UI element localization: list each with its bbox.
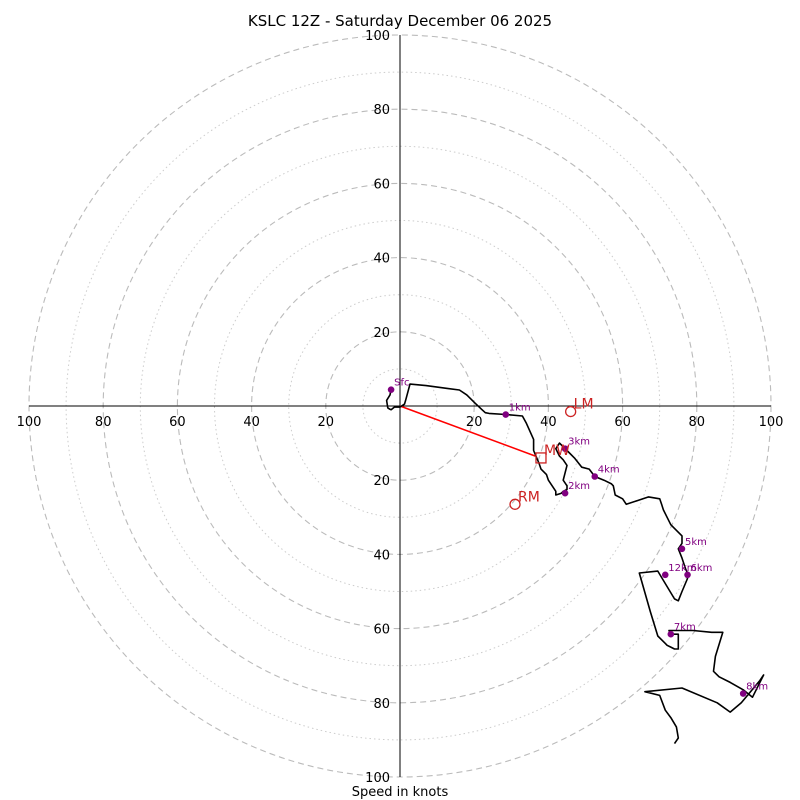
y-tick-label: 20 (373, 326, 390, 341)
motion-label-mw: MW (544, 443, 570, 459)
x-tick-label: 100 (759, 415, 784, 430)
height-point-sfc (387, 386, 395, 393)
storm-motion-markers: LM MW RM (509, 397, 594, 510)
x-tick-label: 20 (466, 415, 483, 430)
motion-label-lm: LM (574, 397, 594, 413)
chart-title: KSLC 12Z - Saturday December 06 2025 (248, 12, 552, 30)
shear-vector-layer (399, 405, 536, 457)
height-label-3km: 3km (568, 437, 590, 448)
y-tick-label: 60 (373, 623, 390, 638)
y-tick-label: 40 (373, 252, 390, 267)
height-point-8km (739, 690, 747, 697)
height-point-7km (667, 630, 675, 638)
motion-marker-lm (565, 405, 577, 418)
y-tick-label: 80 (373, 103, 390, 118)
height-point-1km (502, 411, 510, 418)
motion-label-rm: RM (518, 489, 540, 505)
y-tick-label: 60 (373, 177, 390, 192)
x-tick-label: 80 (689, 415, 706, 430)
height-label-5km: 5km (685, 537, 707, 548)
x-tick-label: 80 (95, 415, 112, 430)
hodograph-trace (385, 383, 765, 745)
hodograph-trace-layer (385, 383, 765, 745)
motion-marker-mw (535, 452, 547, 464)
shear-vector-line (399, 405, 536, 457)
y-tick-label: 80 (373, 697, 390, 712)
height-point-5km (678, 545, 686, 553)
x-tick-label: 100 (17, 415, 42, 430)
height-label-sfc: Sfc (394, 378, 409, 389)
height-label-1km: 1km (509, 403, 531, 414)
height-label-7km: 7km (674, 622, 696, 633)
motion-marker-rm (509, 498, 521, 510)
height-point-12km (661, 571, 669, 579)
x-tick-label: 60 (614, 415, 631, 430)
height-point-6km (684, 571, 691, 579)
height-label-2km: 2km (568, 481, 590, 492)
x-tick-label: 40 (540, 415, 557, 430)
height-label-12km: 12km (668, 563, 696, 574)
x-tick-label: 20 (318, 415, 335, 430)
tick-labels: 100 80 60 40 20 20 40 60 80 100 100 80 60 40 20 20 40 60 8… (17, 29, 784, 786)
x-axis-label: Speed in knots (352, 785, 449, 800)
height-point-4km (591, 473, 599, 480)
y-tick-label: 100 (365, 771, 390, 786)
y-tick-label: 40 (373, 548, 390, 563)
x-tick-label: 60 (169, 415, 186, 430)
height-label-8km: 8km (746, 682, 768, 693)
height-markers: Sfc 1km 2km 3km 4km 5km 6km 7km 8km 12km (387, 378, 768, 697)
height-point-2km (561, 489, 569, 497)
y-tick-label: 100 (365, 29, 390, 44)
y-tick-label: 20 (373, 474, 390, 489)
height-point-3km (561, 445, 569, 452)
x-tick-label: 40 (243, 415, 260, 430)
height-label-6km: 6km (691, 563, 713, 574)
height-label-4km: 4km (598, 464, 620, 475)
